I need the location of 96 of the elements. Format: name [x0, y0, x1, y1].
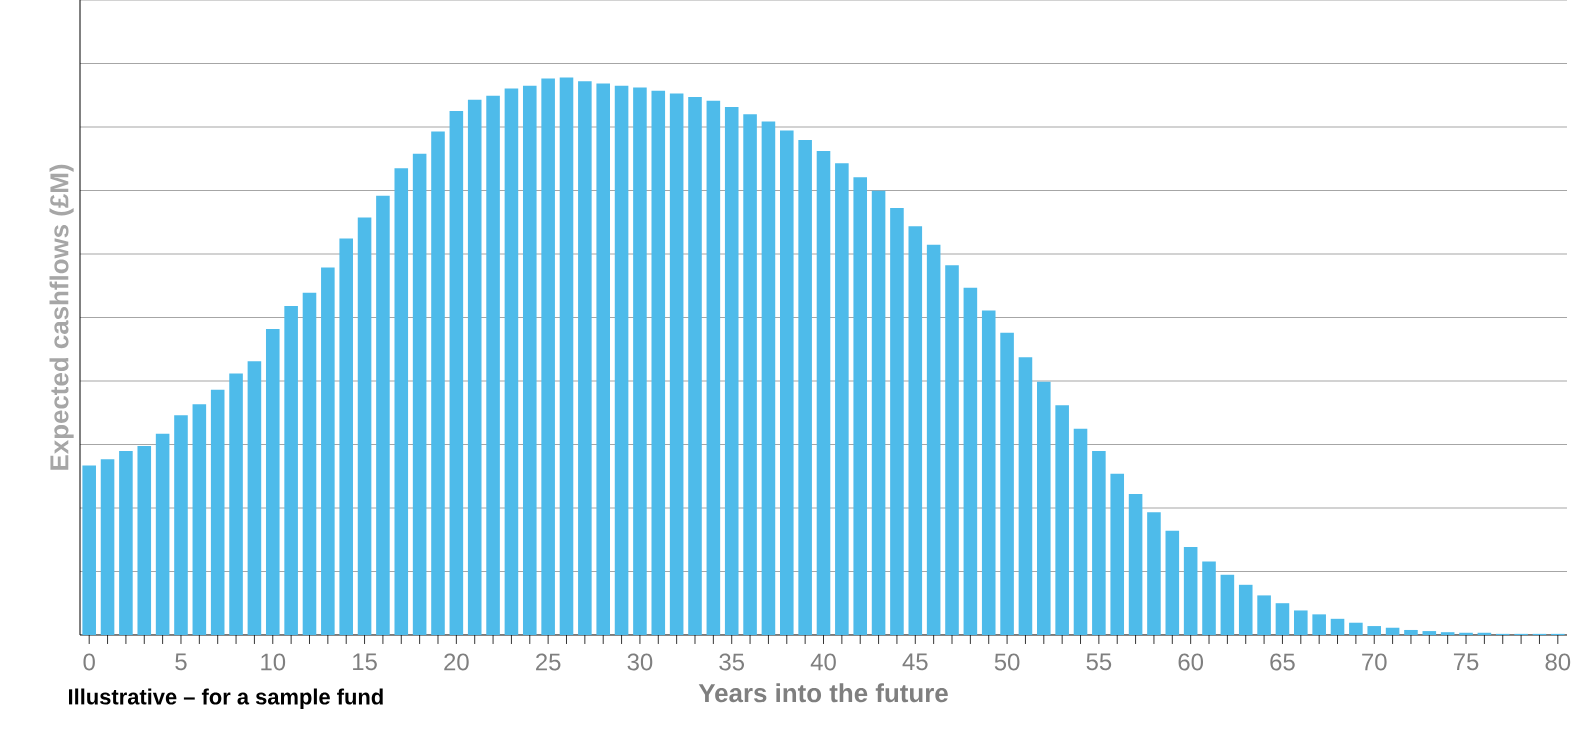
x-tick-label: 20 — [444, 653, 469, 671]
bar — [192, 404, 207, 635]
bar — [100, 459, 115, 635]
bar — [1092, 451, 1106, 635]
bar — [376, 195, 390, 635]
x-tick-label: 40 — [810, 653, 836, 671]
x-axis-title: Years into the future — [698, 683, 948, 703]
bar — [835, 163, 849, 635]
text: Illustrative – for a sample fund — [69, 688, 383, 709]
x-tick-label: 15 — [353, 653, 377, 671]
x-tick-label: 30 — [627, 653, 653, 671]
bar — [1220, 574, 1235, 635]
x-tick-label: 10 — [261, 653, 286, 671]
x-tick-label: 75 — [1453, 653, 1479, 671]
bar — [504, 88, 519, 635]
bar — [1275, 603, 1290, 635]
bar — [798, 139, 812, 635]
bar — [633, 87, 647, 635]
bar — [688, 96, 702, 635]
bar — [119, 451, 133, 635]
bar — [210, 389, 225, 635]
bar — [871, 190, 886, 635]
x-tick-label: 45 — [902, 653, 928, 671]
bar — [908, 226, 923, 635]
bar — [1147, 512, 1161, 635]
bar — [412, 153, 427, 635]
bar — [1330, 618, 1345, 635]
x-tick-label: 35 — [719, 653, 745, 671]
bar — [706, 100, 721, 635]
bar — [1459, 632, 1473, 635]
bar — [1055, 405, 1069, 635]
bar — [302, 292, 317, 635]
bar — [669, 93, 684, 635]
bar — [357, 217, 372, 635]
bar — [853, 177, 868, 635]
y-axis-title: Expected cashflows (£M) — [49, 164, 74, 470]
bar — [1257, 595, 1271, 635]
bar — [1404, 629, 1418, 635]
bar — [431, 131, 445, 635]
bar — [1349, 622, 1363, 635]
x-tick-label: 65 — [1270, 653, 1295, 671]
bar — [926, 244, 941, 635]
bar — [1422, 631, 1437, 635]
bar — [467, 99, 482, 635]
x-tick-label: 50 — [994, 653, 1020, 671]
bar — [724, 107, 739, 635]
bar — [174, 415, 188, 635]
bar — [82, 465, 96, 635]
bar — [1238, 584, 1253, 635]
bar — [596, 83, 610, 635]
bar — [284, 306, 298, 635]
bar — [578, 81, 592, 635]
bar — [1312, 614, 1326, 635]
bar — [1294, 610, 1308, 635]
bar — [890, 207, 904, 635]
bar — [614, 85, 629, 635]
bar — [541, 78, 555, 635]
bar — [449, 110, 464, 635]
x-tick-label: 0 — [83, 653, 95, 671]
bar — [522, 85, 537, 635]
bar — [229, 373, 243, 635]
bar — [1385, 627, 1400, 635]
bar — [816, 151, 831, 635]
bar — [1073, 428, 1088, 635]
bar — [1183, 546, 1198, 635]
bar — [945, 265, 959, 635]
bar — [1440, 632, 1455, 635]
bar — [394, 168, 409, 635]
bar — [1018, 357, 1033, 635]
x-tick-label: 60 — [1178, 653, 1204, 671]
bar — [651, 90, 666, 635]
bar — [137, 445, 152, 635]
bar — [761, 121, 776, 635]
bar — [1165, 530, 1180, 635]
bar — [247, 361, 262, 635]
bar — [339, 238, 353, 635]
bar — [1367, 626, 1382, 635]
bar — [1110, 473, 1125, 635]
bar — [155, 433, 170, 635]
x-tick-label: 55 — [1086, 653, 1112, 671]
bar — [963, 287, 978, 635]
bar — [321, 267, 335, 635]
bar — [1037, 381, 1051, 635]
bar — [743, 114, 757, 635]
bar — [981, 310, 996, 635]
bar — [1000, 332, 1014, 635]
x-tick-label: 80 — [1545, 653, 1571, 671]
bar — [1202, 561, 1216, 635]
x-tick-label: 70 — [1362, 653, 1387, 671]
bar — [265, 328, 280, 635]
x-tick-label: 5 — [175, 653, 187, 671]
x-tick-label: 25 — [536, 653, 561, 671]
bar — [486, 95, 500, 635]
bar — [780, 130, 794, 635]
bar — [559, 77, 574, 635]
bar — [1128, 493, 1143, 635]
